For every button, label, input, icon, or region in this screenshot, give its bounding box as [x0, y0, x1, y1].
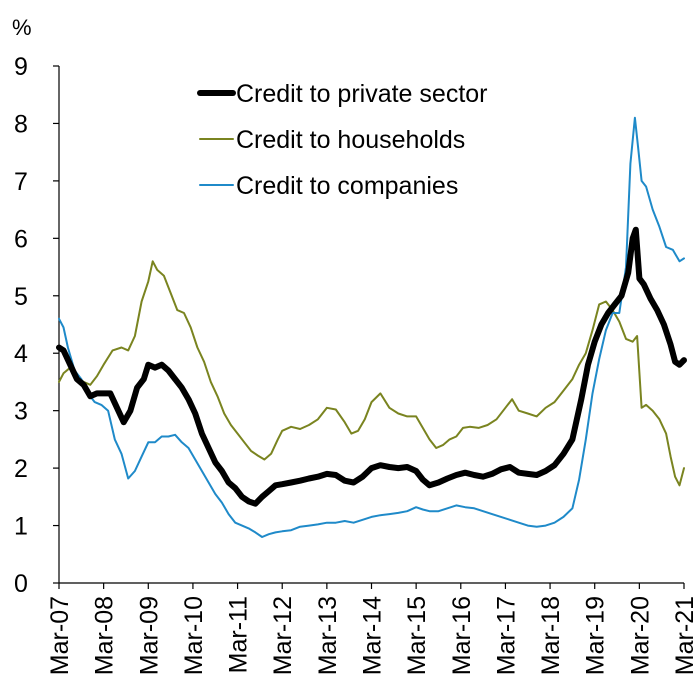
y-tick-label: 3 [14, 398, 28, 426]
legend-label-credit-to-companies: Credit to companies [236, 172, 458, 200]
x-tick-label: Mar-16 [448, 596, 476, 675]
y-tick-label: 9 [14, 53, 28, 81]
x-tick-label: Mar-21 [671, 596, 696, 675]
y-tick-label: 8 [14, 110, 28, 138]
series-line-credit-to-private-sector [56, 226, 687, 507]
x-tick-label: Mar-12 [269, 596, 297, 675]
legend-label-credit-to-private-sector: Credit to private sector [236, 80, 488, 108]
x-tick-label: Mar-17 [492, 596, 520, 675]
x-tick-label: Mar-09 [135, 596, 163, 675]
x-axis: Mar-07 Mar-08 Mar-09 Mar-10 Mar-11 Mar-12 Mar-… [46, 582, 696, 675]
y-tick-label: 7 [14, 168, 28, 196]
x-tick-label: Mar-07 [46, 596, 74, 675]
y-tick-label: 1 [14, 513, 28, 541]
series-line-credit-to-households [58, 260, 685, 487]
x-tick-label: Mar-11 [225, 596, 253, 673]
x-tick-label: Mar-08 [91, 596, 119, 675]
y-axis-unit-label: % [12, 15, 32, 40]
series-line-credit-to-companies [58, 116, 685, 538]
x-tick-label: Mar-20 [626, 596, 654, 675]
y-tick-label: 0 [14, 570, 28, 598]
x-tick-label: Mar-19 [582, 596, 610, 675]
legend: Credit to private sector Credit to househ… [197, 80, 488, 200]
legend-label-credit-to-households: Credit to households [236, 126, 465, 154]
plot-area [56, 116, 687, 538]
y-tick-label: 6 [14, 225, 28, 253]
y-axis: 0 1 2 3 4 5 6 7 8 9 [14, 53, 60, 598]
y-tick-label: 2 [14, 455, 28, 483]
y-tick-label: 5 [14, 283, 28, 311]
x-tick-label: Mar-15 [403, 596, 431, 675]
x-tick-label: Mar-14 [359, 596, 387, 675]
y-tick-label: 4 [14, 340, 28, 368]
x-tick-label: Mar-18 [537, 596, 565, 675]
x-tick-label: Mar-10 [180, 596, 208, 675]
x-tick-label: Mar-13 [314, 596, 342, 675]
